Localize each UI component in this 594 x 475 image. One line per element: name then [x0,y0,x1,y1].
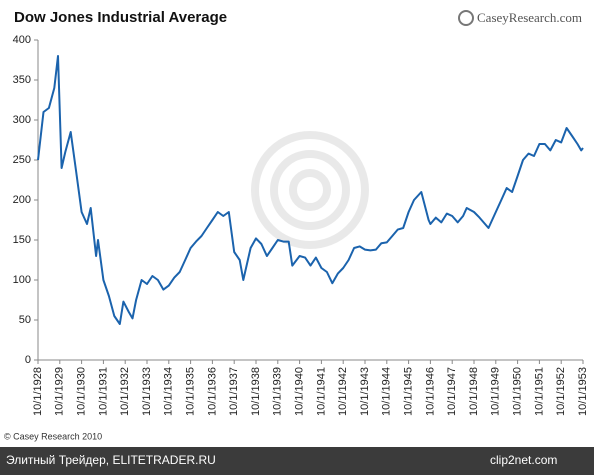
x-tick-label: 10/1/1943 [359,367,371,416]
x-tick-label: 10/1/1932 [119,367,131,416]
y-tick-label: 150 [13,234,31,246]
x-tick-label: 10/1/1945 [403,367,415,416]
x-tick-label: 10/1/1949 [490,367,502,416]
watermark [251,131,369,249]
background [0,0,594,447]
x-tick-label: 10/1/1937 [228,367,240,416]
y-tick-label: 50 [19,314,31,326]
data-line [37,55,584,325]
logo-icon [458,10,474,26]
x-tick-label: 10/1/1936 [206,367,218,416]
x-tick-label: 10/1/1948 [468,367,480,416]
x-tick-label: 10/1/1933 [141,367,153,416]
y-tick-label: 350 [13,74,31,86]
y-tick-label: 0 [25,354,31,366]
x-tick-label: 10/1/1953 [577,367,589,416]
chart-title: Dow Jones Industrial Average [14,9,227,26]
y-tick-label: 200 [13,194,31,206]
copyright: © Casey Research 2010 [4,431,102,441]
y-tick-label: 100 [13,274,31,286]
x-tick-label: 10/1/1939 [272,367,284,416]
x-tick-label: 10/1/1942 [337,367,349,416]
y-tick-label: 300 [13,114,31,126]
y-tick-label: 250 [13,154,31,166]
x-tick-label: 10/1/1941 [315,367,327,416]
y-tick-label: 400 [13,34,31,46]
x-tick-label: 10/1/1938 [250,367,262,416]
clip-logo: clip2net.com [490,453,557,467]
x-tick-label: 10/1/1935 [185,367,197,416]
x-tick-label: 10/1/1940 [294,367,306,416]
x-tick-label: 10/1/1952 [555,367,567,416]
logo: CaseyResearch.com [477,10,582,25]
site-caption: Элитный Трейдер, ELITETRADER.RU [6,453,216,467]
x-tick-label: 10/1/1934 [163,367,175,416]
x-tick-label: 10/1/1946 [424,367,436,416]
x-tick-label: 10/1/1930 [76,367,88,416]
x-tick-label: 10/1/1928 [32,367,44,416]
x-tick-label: 10/1/1951 [533,367,545,416]
bottom-bar [0,447,594,475]
x-tick-label: 10/1/1929 [54,367,66,416]
x-tick-label: 10/1/1944 [381,367,393,416]
x-tick-label: 10/1/1950 [512,367,524,416]
x-tick-label: 10/1/1947 [446,367,458,416]
x-tick-label: 10/1/1931 [97,367,109,416]
